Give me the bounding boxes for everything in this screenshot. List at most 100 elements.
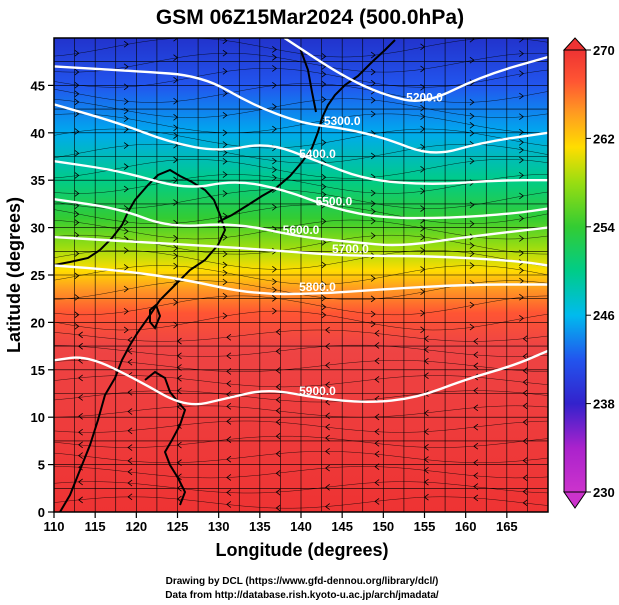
y-tick-label: 0 [38, 505, 45, 520]
streamline-arrow [123, 163, 129, 170]
streamline-arrow [78, 441, 83, 449]
streamline-arrow [374, 376, 380, 383]
streamline-arrow [275, 347, 281, 355]
streamline-arrow [272, 203, 277, 211]
streamline-arrow [469, 157, 475, 165]
streamline-arrow [325, 423, 330, 431]
streamline-arrow [325, 434, 330, 442]
streamline-arrow [522, 499, 528, 507]
colorbar-max-arrow [562, 37, 588, 51]
y-tick-label: 35 [31, 173, 45, 188]
streamline-arrow [370, 51, 376, 59]
coastline-taiwan [149, 303, 162, 330]
streamline-arrow [522, 402, 528, 410]
streamline-arrow [127, 408, 133, 415]
streamline-arrow [469, 121, 475, 129]
streamline-arrow [325, 362, 330, 369]
colorbar-scale [563, 49, 587, 493]
streamline-arrow [127, 468, 133, 476]
streamline-arrow [321, 280, 327, 288]
streamline-arrow [74, 219, 80, 226]
streamline-arrow [272, 125, 277, 133]
streamline-arrow [473, 494, 479, 502]
streamline-arrow [74, 210, 80, 218]
streamline-arrow [127, 479, 133, 487]
streamline-arrow [321, 53, 327, 60]
streamline-arrow [519, 70, 524, 77]
contour-label: 5600.0 [283, 223, 320, 237]
x-tick-label: 150 [372, 519, 394, 534]
x-axis: 110 115 120 125 130 135 140 145 150 155 160 165 [44, 512, 518, 534]
streamline-arrow [226, 352, 232, 360]
streamline-arrow [473, 423, 479, 431]
streamline-arrow [321, 96, 327, 103]
coastline-asia [54, 168, 227, 512]
streamline-arrow [522, 474, 528, 482]
streamline-arrow [469, 201, 475, 209]
colorbar-tick-label: 230 [593, 485, 615, 500]
streamline-arrow [519, 267, 524, 274]
streamline-arrow [272, 265, 277, 273]
streamline-arrow [74, 294, 80, 301]
streamline-arrow [74, 311, 80, 319]
streamline-arrow [275, 407, 281, 415]
streamline-arrow [272, 157, 277, 165]
streamline-arrow [370, 110, 376, 118]
streamline-arrow [226, 474, 232, 481]
streamline-arrow [370, 232, 376, 240]
contour-line [54, 264, 548, 296]
contour-label: 5500.0 [316, 195, 353, 209]
colorbar-tick-label: 246 [593, 308, 615, 323]
streamline-arrow [272, 46, 277, 53]
streamline-arrow [469, 323, 475, 331]
streamline-arrow [321, 183, 327, 191]
streamline-arrow [272, 54, 277, 61]
streamline-arrow [78, 496, 83, 504]
streamline-arrow [275, 488, 281, 496]
x-tick-label: 110 [44, 519, 65, 534]
streamline-arrow [321, 173, 327, 181]
streamline-arrow [127, 347, 133, 355]
streamline-arrow [321, 303, 327, 311]
streamline-arrow [321, 294, 327, 302]
streamline-arrow [272, 278, 277, 285]
x-tick-label: 115 [85, 519, 106, 534]
y-tick-label: 30 [31, 221, 45, 236]
streamline-arrow [321, 311, 327, 319]
streamline-arrow [522, 389, 528, 397]
streamline-arrow [275, 450, 281, 458]
streamline-arrow [469, 112, 475, 120]
streamline-arrow [222, 149, 228, 156]
streamline-arrow [78, 412, 83, 420]
streamline-arrow [74, 128, 80, 135]
streamline-arrow [272, 174, 277, 182]
streamline-arrow [275, 504, 281, 512]
streamline-arrow [473, 404, 479, 412]
streamline-arrow [321, 139, 327, 146]
streamline-arrow [78, 428, 83, 436]
streamline-arrow [321, 80, 327, 88]
streamline-arrow [123, 115, 129, 123]
streamline-arrow [127, 388, 133, 396]
streamline-arrow [275, 432, 281, 440]
plot-area: 5200.0 5300.0 5400.0 5500.0 5600.0 5700.0 5800… [53, 37, 549, 513]
streamline-arrow [123, 264, 129, 271]
streamline-arrow [123, 63, 129, 71]
streamline-arrow [325, 326, 330, 334]
streamline-arrow [469, 56, 475, 64]
streamline-arrow [469, 301, 475, 309]
streamline-arrow [374, 498, 380, 505]
streamline-arrow [370, 310, 376, 318]
streamline-arrow [519, 38, 524, 43]
streamline-arrow [522, 488, 528, 495]
grid-lines [54, 38, 548, 512]
streamline-arrow [370, 189, 376, 197]
streamline-arrow [519, 146, 524, 154]
streamline-arrow [127, 493, 133, 501]
streamline-arrow [222, 278, 228, 286]
contour-label: 5300.0 [324, 114, 361, 128]
streamline-arrow [519, 314, 524, 322]
streamline-arrow [222, 261, 228, 269]
streamline-arrow [123, 307, 129, 315]
streamline-arrow [522, 353, 528, 360]
